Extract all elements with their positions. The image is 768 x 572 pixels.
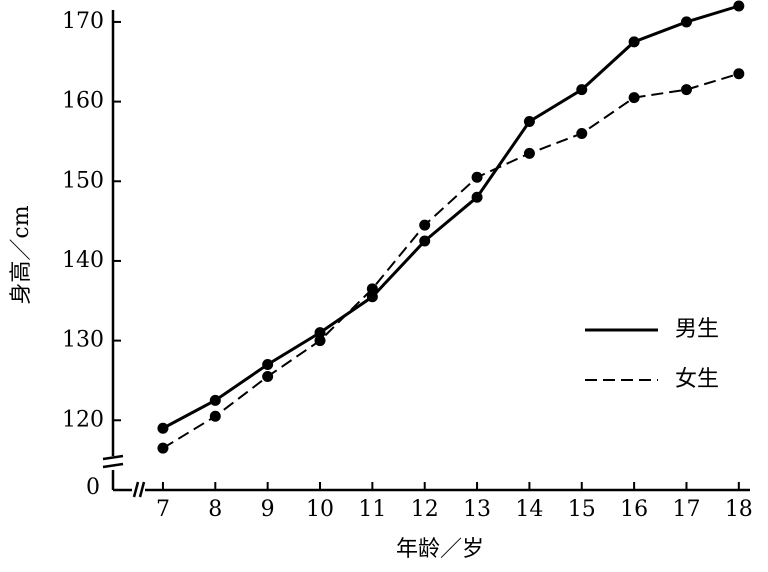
data-point: [209, 394, 221, 406]
y-tick-label: 120: [62, 407, 104, 432]
x-tick-label: 17: [672, 497, 700, 522]
data-point: [733, 0, 745, 12]
data-point: [314, 335, 326, 347]
axis-break: [132, 481, 140, 498]
data-point: [209, 410, 221, 422]
data-point: [576, 84, 588, 96]
data-point: [314, 327, 326, 339]
axis-break: [102, 462, 124, 469]
data-point: [680, 84, 692, 96]
x-tick-label: 10: [306, 497, 334, 522]
x-tick-label: 15: [568, 497, 596, 522]
x-tick-label: 18: [725, 497, 753, 522]
data-point: [419, 235, 431, 247]
series-line: [162, 72, 740, 450]
data-point: [628, 36, 640, 48]
x-tick-label: 9: [261, 497, 275, 522]
data-point: [576, 127, 588, 139]
data-point: [471, 171, 483, 183]
y-tick-label: 160: [62, 89, 104, 114]
data-point: [262, 370, 274, 382]
data-point: [419, 219, 431, 231]
data-point: [680, 16, 692, 28]
data-point: [733, 68, 745, 80]
data-point: [262, 359, 274, 371]
data-point: [523, 147, 535, 159]
data-point: [471, 191, 483, 203]
x-tick-label: 8: [208, 497, 222, 522]
x-tick-label: 12: [411, 497, 439, 522]
y-axis-title: 身高／cm: [9, 205, 34, 304]
x-tick-label: 13: [463, 497, 491, 522]
data-point: [628, 92, 640, 104]
axis-break: [138, 481, 146, 498]
y-tick-label: 170: [62, 9, 104, 34]
legend-label: 女生: [675, 367, 719, 392]
y-tick-label: 140: [62, 248, 104, 273]
data-point: [366, 291, 378, 303]
y-tick-label: 130: [62, 328, 104, 353]
y-tick-label: 150: [62, 168, 104, 193]
axis-break: [102, 454, 124, 461]
x-tick-label: 7: [156, 497, 170, 522]
x-axis-title: 年龄／岁: [396, 537, 484, 562]
legend-label: 男生: [675, 317, 719, 342]
y-break-label: 0: [86, 475, 100, 500]
x-tick-label: 14: [515, 497, 543, 522]
series-line: [162, 4, 740, 430]
data-point: [366, 283, 378, 295]
x-tick-label: 16: [620, 497, 648, 522]
data-point: [157, 442, 169, 454]
x-tick-label: 11: [358, 497, 386, 522]
data-point: [157, 422, 169, 434]
data-point: [523, 116, 535, 128]
